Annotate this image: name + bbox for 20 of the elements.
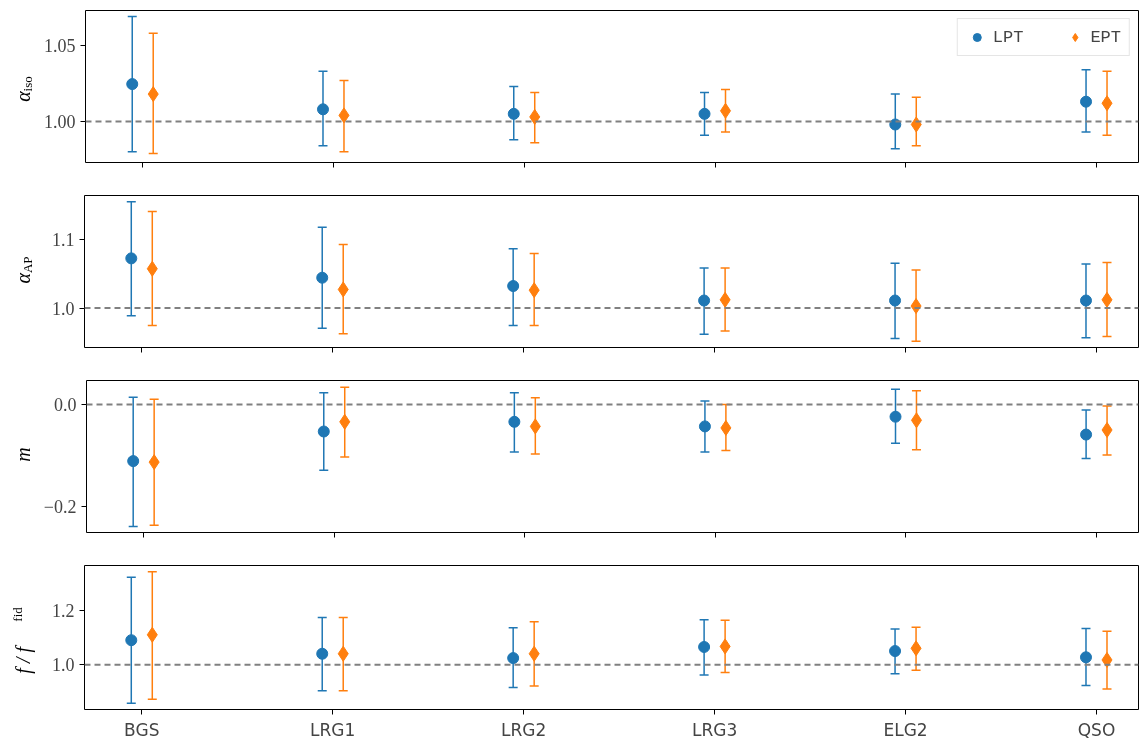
y-axis-title: αAP (11, 256, 36, 284)
y-axis-title: αiso (11, 76, 36, 102)
y-tick-label: 1.0 (52, 655, 75, 676)
y-axis-title: m (11, 447, 34, 462)
legend-label: EPT (1090, 27, 1121, 47)
y-tick-label: 1.00 (44, 111, 76, 132)
y-tick-label: 1.0 (52, 298, 75, 319)
x-tick-label: LRG2 (501, 719, 547, 740)
y-tick-label: 1.1 (52, 229, 75, 250)
y-tick-label: 0.0 (54, 394, 77, 415)
y-tick-label: 1.05 (44, 35, 76, 56)
x-tick-label: ELG2 (883, 719, 928, 740)
x-tick-label: BGS (124, 719, 160, 740)
y-tick-label: 1.2 (52, 601, 75, 622)
x-tick-label: LRG1 (310, 719, 356, 740)
x-tick-label: LRG3 (691, 719, 738, 740)
x-tick-label: QSO (1077, 719, 1116, 740)
y-tick-label: −0.2 (43, 496, 77, 517)
text: f / ffid (9, 607, 34, 674)
legend-label: LPT (992, 27, 1024, 47)
